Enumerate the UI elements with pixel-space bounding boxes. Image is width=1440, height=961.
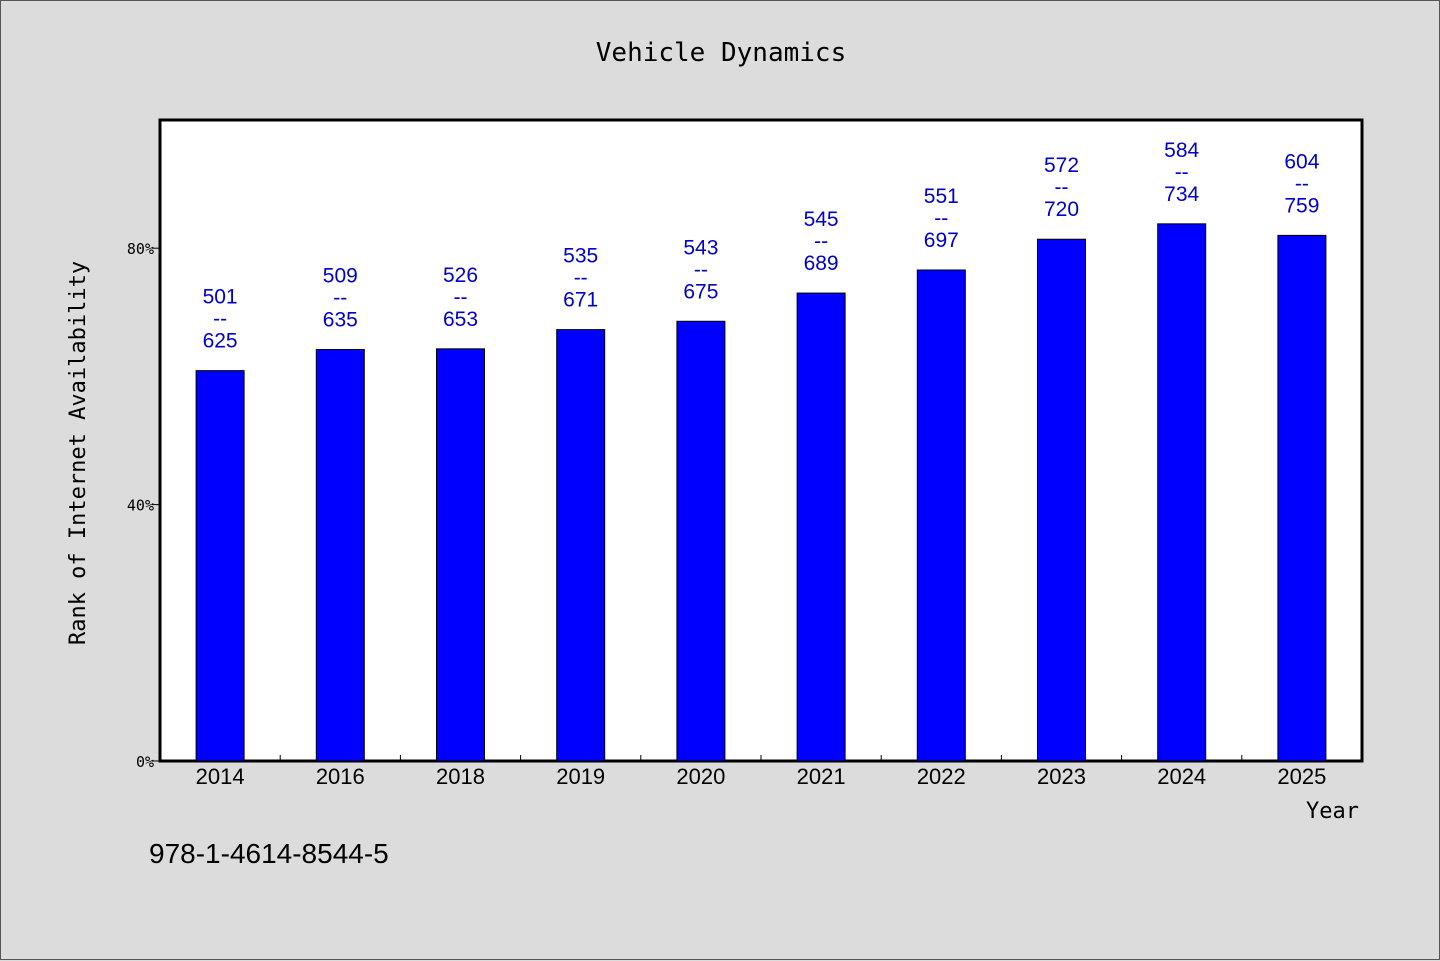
data-label-2018-low: 526	[443, 264, 478, 287]
data-label-2016-high: 635	[323, 308, 358, 331]
data-label-2019-sep: --	[574, 267, 588, 290]
data-label-2025-low: 604	[1284, 150, 1319, 173]
data-label-2020-sep: --	[694, 258, 708, 281]
data-label-2023-high: 720	[1044, 198, 1079, 221]
data-label-2019-low: 535	[563, 245, 598, 268]
data-label-2018-sep: --	[454, 286, 468, 309]
bar-2023	[1037, 238, 1086, 762]
y-tick-label-0: 0%	[136, 753, 154, 771]
bar-2018	[436, 348, 485, 762]
chart-title: Vehicle Dynamics	[596, 38, 846, 68]
x-tick-label-2016: 2016	[316, 764, 365, 789]
data-label-2014-sep: --	[213, 308, 227, 331]
data-label-2014-low: 501	[203, 286, 238, 309]
data-label-2025-high: 759	[1284, 194, 1319, 217]
x-tick-label-2018: 2018	[436, 764, 485, 789]
y-tick-label-40: 40%	[127, 497, 154, 515]
x-tick-label-2025: 2025	[1277, 764, 1326, 789]
bar-2020	[676, 320, 726, 762]
x-tick-label-2022: 2022	[917, 764, 966, 789]
x-tick-label-2020: 2020	[676, 764, 725, 789]
y-tick-label-80: 80%	[127, 240, 154, 258]
x-tick-label-2024: 2024	[1157, 764, 1206, 789]
data-label-2025-sep: --	[1295, 172, 1309, 195]
data-label-2024-sep: --	[1175, 161, 1189, 184]
data-label-2021-sep: --	[814, 230, 828, 253]
data-label-2020-low: 543	[683, 236, 718, 259]
data-label-2024-low: 584	[1164, 139, 1199, 162]
data-label-2016-sep: --	[333, 286, 347, 309]
bar-2016	[315, 348, 365, 762]
data-label-2021-low: 545	[804, 208, 839, 231]
x-axis: 2014 2016 2018 2019 2020 2021 2022 2023 2024 2025	[196, 755, 1326, 789]
bar-2025	[1277, 234, 1327, 762]
data-label-2023-sep: --	[1055, 176, 1069, 199]
y-axis-label: Rank of Internet Availability	[66, 261, 91, 645]
bars-layer	[195, 223, 1327, 762]
data-label-2023-low: 572	[1044, 154, 1079, 177]
x-tick-label-2019: 2019	[556, 764, 605, 789]
data-label-2019-high: 671	[563, 289, 598, 312]
data-label-2022-high: 697	[924, 229, 959, 252]
data-labels-layer: 501--625509--635526--653535--671543--675…	[203, 139, 1320, 353]
x-tick-label-2014: 2014	[196, 764, 245, 789]
data-label-2014-high: 625	[203, 330, 238, 353]
data-label-2022-sep: --	[934, 207, 948, 230]
y-axis: 0% 40% 80%	[127, 240, 160, 771]
data-label-2018-high: 653	[443, 308, 478, 331]
bar-2021	[796, 292, 846, 762]
x-tick-label-2021: 2021	[797, 764, 846, 789]
data-label-2020-high: 675	[683, 280, 718, 303]
x-axis-label: Year	[1306, 799, 1359, 824]
data-label-2024-high: 734	[1164, 183, 1199, 206]
bar-2022	[916, 269, 966, 762]
x-tick-label-2023: 2023	[1037, 764, 1086, 789]
isbn-text: 978-1-4614-8544-5	[149, 838, 389, 869]
data-label-2022-low: 551	[924, 185, 959, 208]
data-label-2016-low: 509	[323, 264, 358, 287]
data-label-2021-high: 689	[804, 252, 839, 275]
bar-2014	[195, 370, 245, 762]
bar-2024	[1157, 223, 1207, 762]
bar-2019	[556, 329, 606, 762]
